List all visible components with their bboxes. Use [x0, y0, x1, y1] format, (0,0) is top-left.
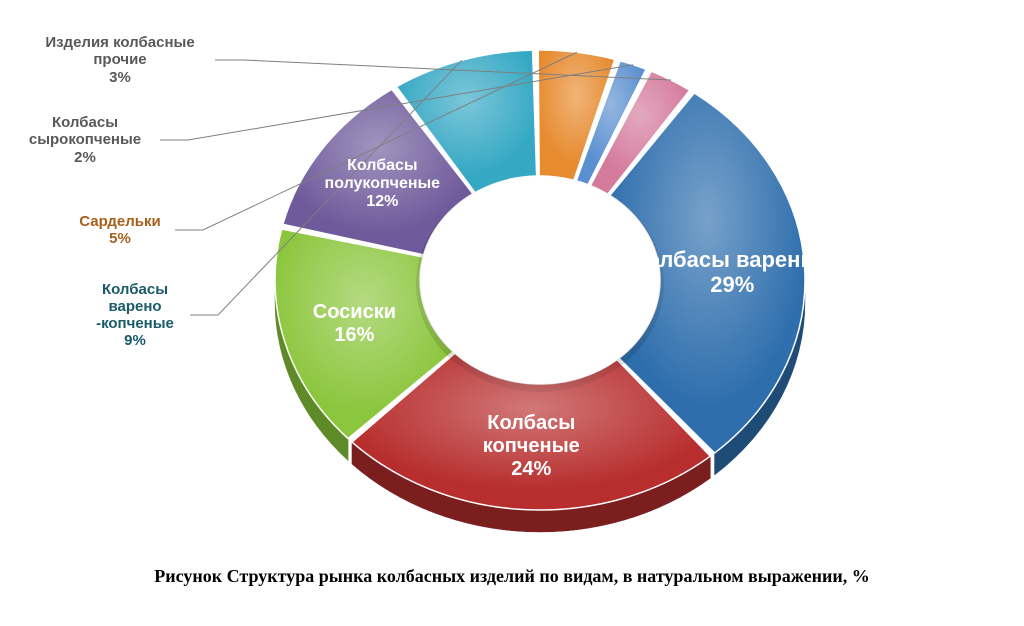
inner-hole [420, 176, 660, 384]
figure-caption: Рисунок Структура рынка колбасных издели… [0, 560, 1024, 587]
donut-chart: Колбасы вареные29%Колбасыкопченые24%Соси… [0, 0, 1024, 560]
donut-svg [0, 0, 1024, 560]
